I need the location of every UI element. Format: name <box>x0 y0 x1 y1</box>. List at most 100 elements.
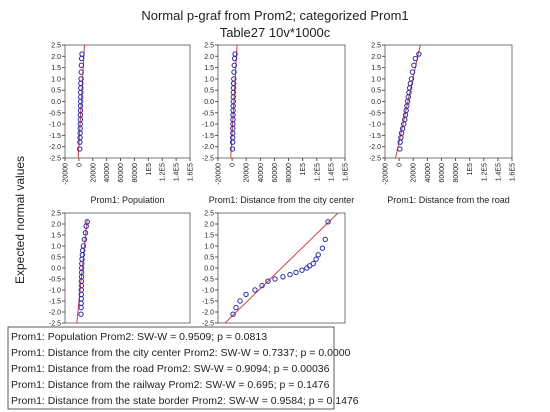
y-tick-label: -0.5 <box>49 110 61 117</box>
x-tick-label: 20000 <box>90 163 97 183</box>
y-tick-label: -0.5 <box>202 110 214 117</box>
y-tick-label: 1.0 <box>204 76 214 83</box>
plot-frame <box>217 44 346 159</box>
y-tick-label: 0.5 <box>204 255 214 262</box>
x-tick-label: 1E5 <box>146 163 153 176</box>
data-point <box>243 291 249 298</box>
x-tick-label: 40000 <box>258 163 265 183</box>
y-tick-label: 0.0 <box>204 99 214 106</box>
x-tick-label: -20000 <box>383 163 390 185</box>
y-tick-label: 2.5 <box>204 211 214 218</box>
y-tick-label: -1.0 <box>202 288 214 295</box>
data-point <box>231 69 237 75</box>
x-tick-label: 80000 <box>453 163 460 183</box>
y-tick-label: -1.0 <box>369 122 381 129</box>
data-point <box>78 69 84 75</box>
data-point <box>78 62 85 69</box>
data-point <box>80 243 87 249</box>
x-tick-label: 60000 <box>272 163 279 183</box>
y-tick-label: 1.0 <box>371 76 381 83</box>
data-point <box>416 51 422 57</box>
x-tick-label: 40000 <box>104 163 111 183</box>
x-tick-label: 20000 <box>244 163 251 183</box>
y-tick-label: -1.5 <box>202 133 214 140</box>
y-tick-label: -2.5 <box>49 321 61 328</box>
y-tick-label: 1.0 <box>51 244 61 251</box>
y-tick-label: 1.5 <box>51 65 61 72</box>
y-tick-label: -1.5 <box>369 133 381 140</box>
y-tick-label: -2.5 <box>202 156 214 163</box>
y-tick-label: 2.5 <box>51 43 61 50</box>
y-tick-label: -2.0 <box>202 144 214 151</box>
y-tick-label: 2.5 <box>51 211 61 218</box>
x-tick-label: 1.2E5 <box>481 163 488 181</box>
data-point <box>299 267 305 273</box>
x-tick-label: 1.6E5 <box>343 163 350 181</box>
y-tick-label: -1.0 <box>49 288 61 295</box>
data-point <box>82 230 89 236</box>
x-tick-label: -20000 <box>63 163 70 185</box>
x-tick-label: 1.6E5 <box>510 163 517 181</box>
y-tick-label: -2.5 <box>202 321 214 328</box>
data-point <box>231 76 237 82</box>
data-point <box>79 51 85 57</box>
data-point <box>229 146 236 152</box>
data-point <box>252 287 258 293</box>
data-point <box>280 274 286 280</box>
panel-title: Prom1: Distance from the road <box>387 195 510 205</box>
y-tick-label: -1.5 <box>49 133 61 140</box>
x-tick-label: 0 <box>230 163 237 167</box>
data-point <box>287 271 293 278</box>
chart-subtitle: Table27 10v*1000c <box>220 25 331 40</box>
y-tick-label: -1.5 <box>202 299 214 306</box>
plot-frame <box>64 44 191 159</box>
data-point <box>232 51 238 57</box>
data-point <box>325 219 331 225</box>
data-point <box>319 245 326 251</box>
data-point <box>310 260 316 267</box>
legend-line: Prom1: Distance from the railway Prom2: … <box>11 379 330 391</box>
x-tick-label: 1.2E5 <box>160 163 167 181</box>
data-point <box>230 311 236 317</box>
x-tick-label: 40000 <box>425 163 432 183</box>
y-tick-label: 2.0 <box>204 54 214 61</box>
data-point <box>265 278 271 284</box>
y-tick-label: 2.0 <box>51 222 61 229</box>
x-tick-label: 0 <box>397 163 404 167</box>
data-point <box>397 146 403 152</box>
y-tick-label: -0.5 <box>49 277 61 284</box>
y-tick-label: -1.0 <box>49 122 61 129</box>
y-tick-label: -2.0 <box>49 144 61 151</box>
x-tick-label: -20000 <box>216 163 223 185</box>
x-tick-label: 60000 <box>118 163 125 183</box>
x-tick-label: 60000 <box>439 163 446 183</box>
y-tick-label: 0.0 <box>371 99 381 106</box>
y-tick-label: -0.5 <box>369 110 381 117</box>
y-tick-label: 0.5 <box>371 88 381 95</box>
y-tick-label: 2.5 <box>204 43 214 50</box>
y-tick-label: 1.5 <box>51 233 61 240</box>
y-tick-label: -2.0 <box>202 310 214 317</box>
y-tick-label: 0.5 <box>204 88 214 95</box>
data-point <box>231 62 237 69</box>
chart-title: Normal p-graf from Prom2; categorized Pr… <box>141 8 408 23</box>
x-tick-label: 1E5 <box>467 163 474 176</box>
y-tick-label: 0.0 <box>204 266 214 273</box>
fit-line <box>76 219 88 323</box>
data-point <box>78 76 84 82</box>
y-tick-label: 1.0 <box>51 76 61 83</box>
legend-line: Prom1: Distance from the state border Pr… <box>11 395 359 407</box>
panel-title: Prom1: Distance from the city center <box>209 195 355 205</box>
legend-box <box>7 326 335 410</box>
y-tick-label: -0.5 <box>202 277 214 284</box>
panel-title: Prom1: Population <box>90 195 164 205</box>
x-tick-label: 80000 <box>286 163 293 183</box>
x-tick-label: 20000 <box>411 163 418 183</box>
data-point <box>408 76 415 82</box>
y-tick-label: -2.5 <box>49 156 61 163</box>
data-point <box>315 252 321 258</box>
y-tick-label: 2.0 <box>51 54 61 61</box>
data-point <box>411 62 417 69</box>
data-point <box>409 69 416 75</box>
